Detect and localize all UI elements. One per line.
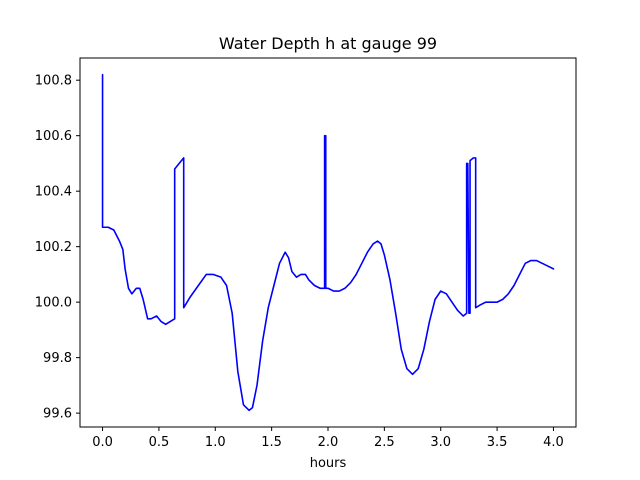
x-tick-label: 0.0 — [92, 435, 113, 450]
x-axis-label: hours — [310, 456, 347, 471]
x-tick-label: 2.5 — [374, 435, 395, 450]
y-tick-label: 100.4 — [35, 185, 72, 200]
x-tick-label: 0.5 — [149, 435, 170, 450]
x-tick-label: 2.0 — [318, 435, 339, 450]
y-axis: 99.6 99.8 100.0 100.2 100.4 100.6 100.8 — [35, 74, 80, 422]
x-tick-label: 3.0 — [430, 435, 451, 450]
y-tick-label: 99.8 — [43, 351, 72, 366]
x-tick-label: 3.5 — [487, 435, 508, 450]
x-tick-label: 4.0 — [543, 435, 564, 450]
x-tick-label: 1.5 — [261, 435, 282, 450]
series-line — [101, 73, 555, 412]
y-tick-label: 100.2 — [35, 240, 72, 255]
y-tick-label: 100.0 — [35, 296, 72, 311]
x-axis: 0.0 0.5 1.0 1.5 2.0 2.5 3.0 3.5 4.0 — [92, 427, 564, 450]
y-tick-label: 99.6 — [43, 407, 72, 422]
x-tick-label: 1.0 — [205, 435, 226, 450]
y-tick-label: 100.6 — [35, 129, 72, 144]
chart-title: Water Depth h at gauge 99 — [219, 34, 437, 53]
y-tick-label: 100.8 — [35, 74, 72, 89]
